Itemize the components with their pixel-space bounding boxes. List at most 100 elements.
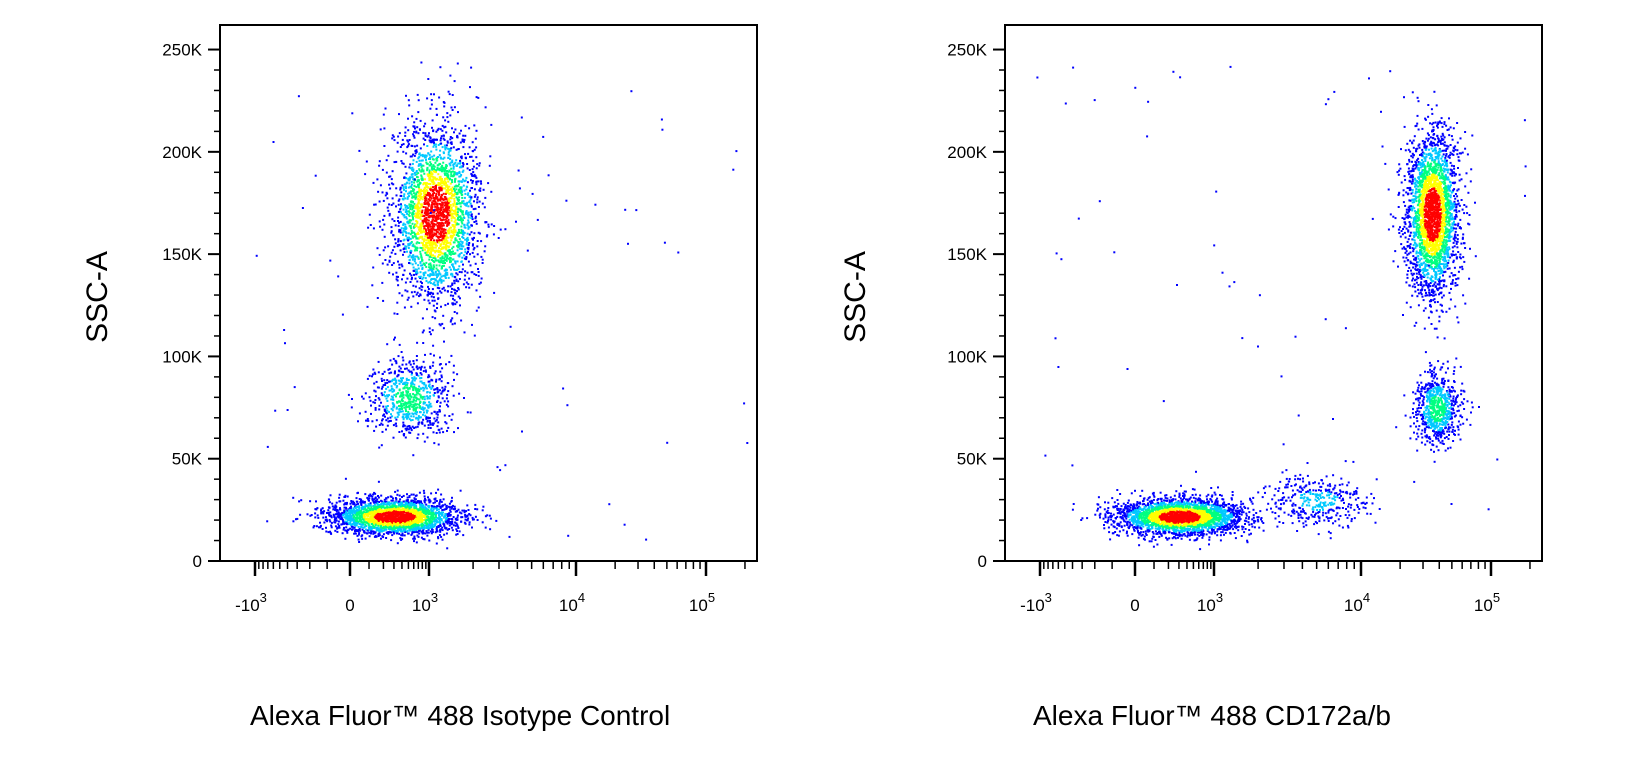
data-point: [499, 228, 502, 231]
data-point: [406, 220, 409, 223]
data-point: [309, 514, 312, 517]
data-point: [414, 506, 417, 509]
data-point: [439, 273, 442, 276]
data-point: [454, 291, 457, 294]
data-point: [478, 162, 481, 165]
data-point: [450, 260, 452, 263]
data-point: [382, 527, 385, 530]
data-point: [384, 516, 387, 519]
data-point: [414, 524, 416, 527]
data-point: [423, 527, 426, 530]
data-point: [296, 517, 299, 520]
data-point: [432, 145, 435, 148]
data-point: [473, 124, 476, 127]
data-point: [412, 170, 415, 172]
data-point: [410, 525, 413, 528]
data-point: [443, 105, 446, 108]
data-point: [403, 516, 406, 519]
data-point: [476, 240, 479, 242]
data-point: [468, 286, 471, 289]
data-point: [429, 262, 432, 265]
data-point: [442, 180, 445, 183]
data-point: [440, 193, 443, 196]
data-point: [420, 530, 423, 533]
data-point: [439, 199, 442, 202]
data-point: [429, 232, 431, 235]
data-point: [325, 530, 328, 533]
data-point: [417, 157, 420, 160]
data-point: [459, 208, 462, 211]
data-point: [416, 509, 419, 512]
data-point: [345, 503, 348, 506]
data-point: [408, 262, 410, 264]
data-point: [468, 523, 471, 526]
data-point: [360, 535, 363, 538]
data-point: [396, 532, 398, 535]
data-point: [450, 499, 453, 502]
data-point: [407, 510, 410, 512]
data-point: [438, 188, 441, 191]
data-point: [339, 507, 341, 510]
data-point: [413, 225, 416, 228]
data-point: [430, 207, 433, 210]
data-point: [365, 511, 367, 514]
data-point: [411, 215, 414, 218]
data-point: [354, 507, 357, 510]
data-point: [436, 521, 439, 524]
data-point: [409, 226, 412, 228]
data-point: [451, 186, 454, 189]
data-point: [407, 501, 410, 504]
data-point: [419, 128, 421, 131]
data-point: [420, 165, 423, 168]
data-point: [478, 164, 481, 167]
data-point: [406, 523, 409, 526]
data-point: [427, 228, 430, 231]
data-point: [422, 164, 425, 167]
data-point: [419, 203, 422, 206]
data-point: [369, 529, 372, 532]
data-point: [410, 193, 413, 196]
data-point: [432, 282, 435, 285]
data-point: [316, 514, 319, 517]
data-point: [450, 526, 453, 529]
data-point: [467, 216, 470, 219]
data-point: [451, 520, 454, 523]
data-point: [431, 271, 434, 274]
data-point: [482, 505, 485, 508]
data-point: [375, 519, 378, 522]
data-point: [395, 525, 398, 528]
data-point: [450, 263, 453, 266]
data-point: [393, 529, 396, 532]
data-point: [383, 145, 386, 147]
data-point: [402, 187, 405, 190]
data-point: [358, 529, 361, 532]
data-point: [397, 501, 400, 504]
data-point: [378, 220, 381, 223]
data-point: [417, 508, 420, 511]
data-point: [364, 537, 367, 540]
data-point: [386, 263, 389, 266]
data-point: [464, 522, 467, 525]
data-point: [432, 273, 435, 276]
data-point: [443, 235, 446, 238]
data-point: [395, 514, 397, 516]
data-point: [449, 136, 452, 138]
data-point: [353, 518, 356, 521]
data-point: [426, 97, 429, 100]
data-point: [378, 164, 381, 167]
data-point: [346, 514, 349, 517]
data-point: [427, 222, 430, 225]
data-point: [451, 323, 454, 326]
data-point: [377, 512, 380, 515]
data-point: [454, 276, 457, 279]
data-point: [416, 93, 419, 96]
data-point: [452, 524, 455, 527]
data-point: [453, 131, 455, 134]
data-point: [438, 514, 440, 517]
data-point: [457, 240, 460, 243]
data-point: [415, 204, 417, 207]
data-point: [405, 94, 407, 97]
data-point: [399, 515, 402, 518]
data-point: [408, 259, 411, 262]
data-point: [466, 181, 469, 184]
